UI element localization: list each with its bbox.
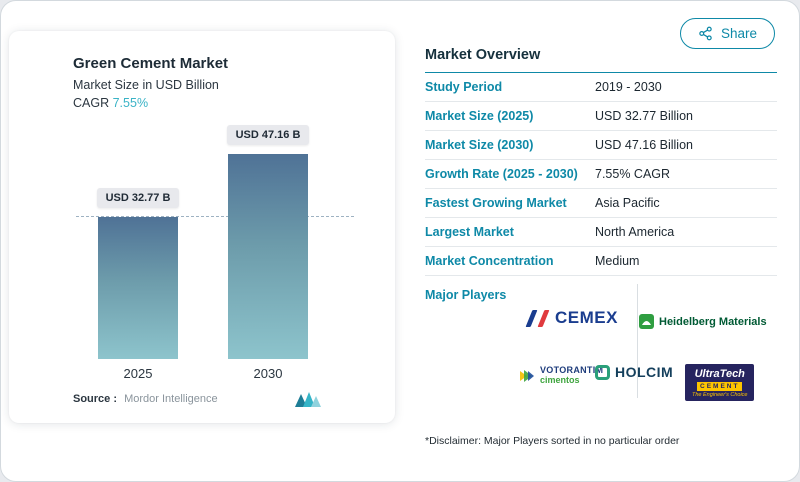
chart-title: Green Cement Market [73, 55, 229, 72]
ultratech-wordmark: UltraTech [694, 368, 745, 380]
x-axis-label-2025: 2025 [123, 366, 153, 381]
cagr-value: 7.55% [112, 96, 149, 110]
overview-row-value: USD 32.77 Billion [595, 109, 693, 123]
overview-row-value: Medium [595, 254, 640, 268]
overview-row-market-size-2030: Market Size (2030) USD 47.16 Billion [425, 131, 777, 160]
source-value: Mordor Intelligence [124, 393, 218, 405]
holcim-mark-icon [595, 364, 610, 380]
holcim-logo: HOLCIM [595, 364, 673, 380]
overview-row-label: Market Size (2030) [425, 138, 534, 152]
bar-2025 [98, 217, 178, 359]
bar-group-2030: USD 47.16 B [226, 125, 310, 359]
major-players-section: Major Players CEMEX Heidelberg Materials [425, 276, 777, 429]
cagr-line: CAGR 7.55% [73, 96, 148, 110]
bar-value-label-2025: USD 32.77 B [96, 188, 180, 208]
overview-row-value: USD 47.16 Billion [595, 138, 693, 152]
votorantim-wordmark: VOTORANTIM [540, 365, 604, 375]
overview-row-value: North America [595, 225, 675, 239]
overview-row-largest-market: Largest Market North America [425, 218, 777, 247]
overview-row-label: Largest Market [425, 225, 514, 239]
major-players-label: Major Players [425, 288, 507, 302]
cemex-logo: CEMEX [525, 308, 618, 328]
cemex-slash-icon [525, 309, 538, 327]
overview-row-label: Market Concentration [425, 254, 554, 268]
overview-row-label: Growth Rate (2025 - 2030) [425, 167, 578, 181]
bar-chart: USD 32.77 B USD 47.16 B 2025 2030 [9, 125, 395, 381]
share-button[interactable]: Share [679, 18, 775, 49]
bar-2030 [228, 154, 308, 359]
mordor-intelligence-logo [295, 392, 321, 407]
cemex-slash-icon [537, 309, 550, 327]
overview-row-value: Asia Pacific [595, 196, 660, 210]
overview-row-label: Fastest Growing Market [425, 196, 567, 210]
share-label: Share [720, 26, 757, 41]
overview-row-value: 7.55% CAGR [595, 167, 671, 181]
ultratech-logo: UltraTech CEMENT The Engineer's Choice [685, 364, 755, 402]
cagr-label: CAGR [73, 96, 110, 110]
ultratech-tagline: The Engineer's Choice [692, 392, 748, 399]
disclaimer-text: *Disclaimer: Major Players sorted in no … [425, 435, 680, 447]
overview-row-market-size-2025: Market Size (2025) USD 32.77 Billion [425, 102, 777, 131]
market-chart-card: Green Cement Market Market Size in USD B… [9, 31, 395, 423]
votorantim-cimentos-wordmark: cimentos [540, 374, 580, 385]
players-divider [637, 284, 638, 398]
votorantim-cimentos-logo: VOTORANTIM cimentos [519, 365, 604, 386]
ultratech-cement-label: CEMENT [697, 381, 743, 392]
market-overview-panel: Market Overview Study Period 2019 - 2030… [425, 47, 777, 447]
heidelberg-materials-logo: Heidelberg Materials [639, 314, 767, 329]
x-axis-label-2030: 2030 [253, 366, 283, 381]
share-icon [699, 26, 712, 41]
overview-row-fastest-growing-market: Fastest Growing Market Asia Pacific [425, 189, 777, 218]
bar-group-2025: USD 32.77 B [96, 188, 180, 359]
bar-value-label-2030: USD 47.16 B [226, 125, 310, 145]
source-label: Source : [73, 393, 118, 405]
overview-row-growth-rate: Growth Rate (2025 - 2030) 7.55% CAGR [425, 160, 777, 189]
overview-row-label: Market Size (2025) [425, 109, 534, 123]
cemex-wordmark: CEMEX [555, 308, 618, 327]
reference-dashed-line [76, 216, 354, 217]
votorantim-mark-icon [520, 369, 534, 382]
overview-row-label: Study Period [425, 80, 503, 94]
overview-title: Market Overview [425, 47, 777, 73]
chart-subtitle: Market Size in USD Billion [73, 78, 219, 92]
heidelberg-mark-icon [639, 314, 654, 329]
overview-row-market-concentration: Market Concentration Medium [425, 247, 777, 276]
overview-row-study-period: Study Period 2019 - 2030 [425, 73, 777, 102]
source-row: Source : Mordor Intelligence [73, 393, 218, 405]
holcim-wordmark: HOLCIM [615, 364, 674, 380]
overview-row-value: 2019 - 2030 [595, 80, 662, 94]
heidelberg-wordmark: Heidelberg Materials [659, 315, 767, 328]
